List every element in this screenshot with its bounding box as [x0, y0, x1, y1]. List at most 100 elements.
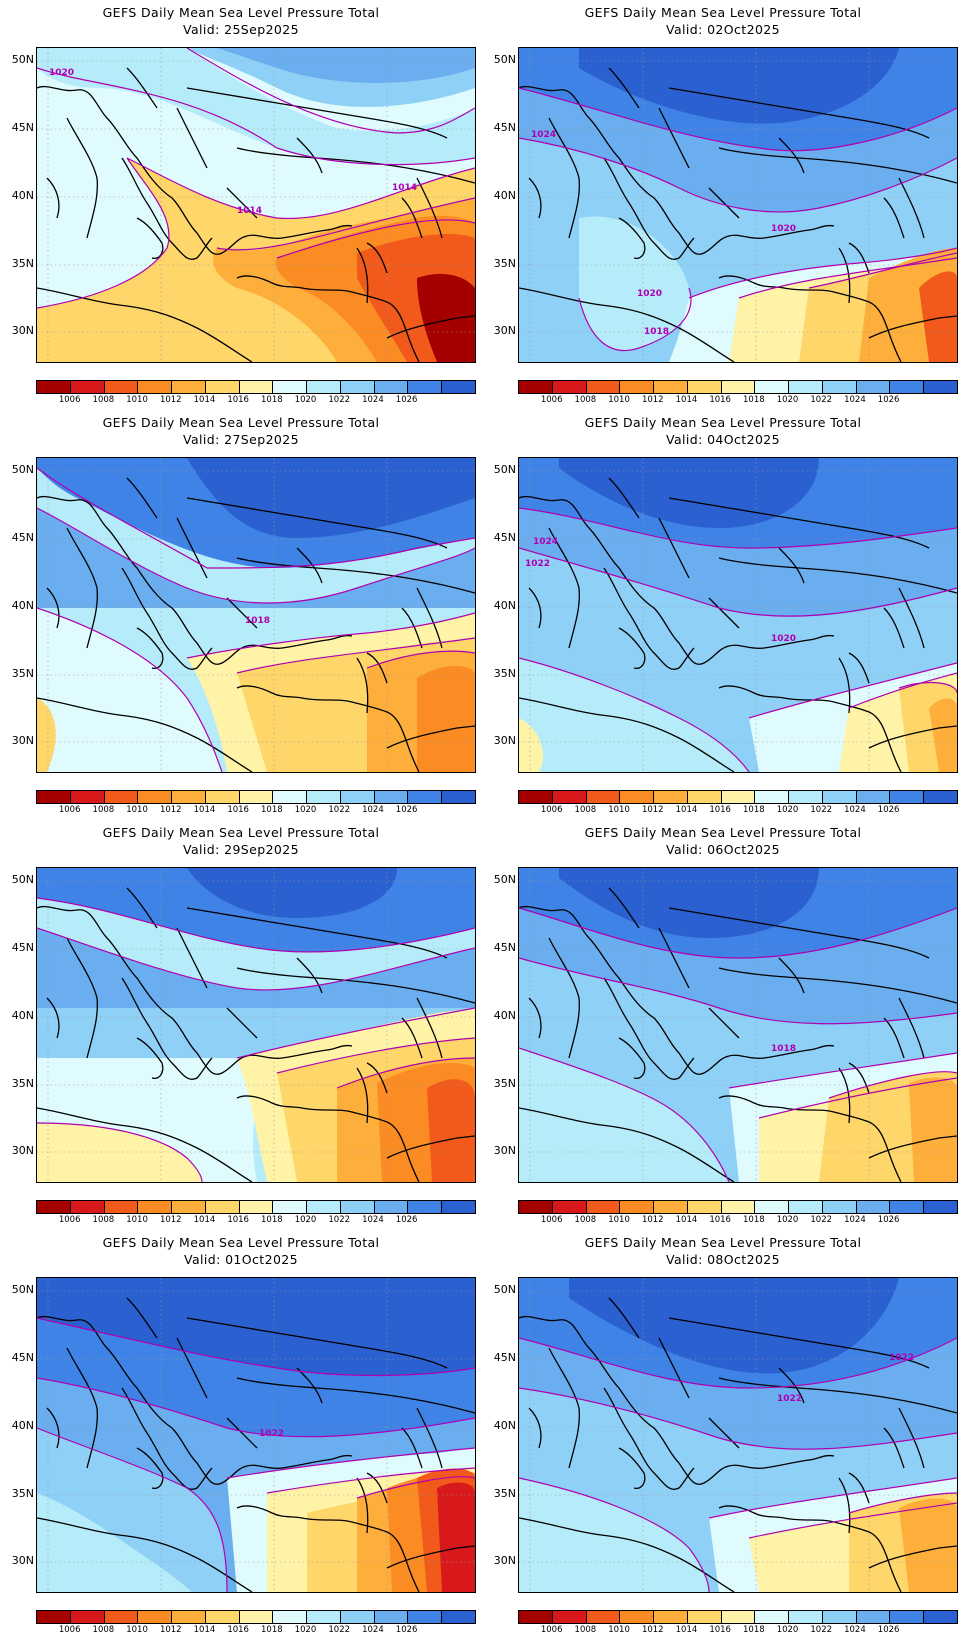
isobar-line [37, 897, 475, 953]
colorbar-label: 1022 [810, 805, 833, 815]
colorbar [518, 1610, 958, 1624]
colorbar-label: 1024 [362, 1625, 384, 1635]
colorbar-swatch [442, 1611, 475, 1623]
lat-tick-label: 30N [11, 1554, 34, 1567]
colorbar-swatch [374, 1201, 409, 1213]
colorbar-swatch [340, 1201, 375, 1213]
colorbar-label: 1016 [227, 395, 249, 405]
coastline [46, 177, 60, 219]
colorbar-swatch [374, 1611, 409, 1623]
lat-tick-label: 30N [11, 734, 34, 747]
colorbar-swatch [340, 381, 375, 393]
colorbar-swatch [442, 1201, 475, 1213]
colorbar-swatch [104, 381, 139, 393]
isobar-line [37, 1427, 228, 1592]
coastline [898, 1407, 925, 1469]
coastline [121, 567, 213, 670]
colorbar-label: 1016 [709, 805, 731, 815]
colorbar-swatch [138, 791, 173, 803]
colorbar-label: 1014 [675, 805, 698, 815]
colorbar-swatch [374, 791, 409, 803]
colorbar-swatch [519, 1201, 553, 1213]
lat-tick-label: 40N [11, 1419, 34, 1432]
colorbar-swatch [205, 791, 240, 803]
isobar-line [186, 48, 475, 134]
lat-tick-label: 35N [493, 1077, 516, 1090]
isobar-label: 1018 [771, 1044, 796, 1054]
coastline [121, 157, 213, 260]
colorbar-label: 1012 [159, 1625, 182, 1635]
colorbar-swatch [586, 1201, 621, 1213]
isobar-line [898, 682, 957, 694]
colorbar-swatch [239, 791, 274, 803]
isobar-line [37, 607, 223, 772]
coastline [618, 627, 646, 669]
pressure-fill-region [37, 1123, 202, 1182]
isobar-line [216, 197, 475, 251]
colorbar-swatch [721, 1611, 756, 1623]
colorbar-label: 1006 [540, 1625, 563, 1635]
coastline [528, 997, 542, 1039]
pressure-map [36, 867, 476, 1183]
coastline [226, 187, 258, 219]
colorbar-swatch [586, 1611, 621, 1623]
isobar-line [828, 1071, 957, 1099]
colorbar-label: 1016 [227, 1215, 249, 1225]
valid-date: Valid: 27Sep2025 [183, 432, 299, 447]
map-panel: GEFS Daily Mean Sea Level Pressure Total… [482, 410, 964, 820]
isobar-line [356, 1476, 475, 1499]
coastline [868, 725, 957, 749]
coastline [416, 1407, 443, 1469]
map-panel: GEFS Daily Mean Sea Level Pressure Total… [0, 0, 482, 410]
coastline [37, 1517, 253, 1592]
colorbar-swatch [755, 791, 790, 803]
pressure-fill-region [427, 1079, 475, 1182]
pressure-map: 1018 [518, 867, 958, 1183]
coastline [848, 1472, 870, 1504]
coastline [778, 1367, 805, 1404]
pressure-fill-region [37, 48, 475, 165]
colorbar-label: 1024 [844, 1625, 866, 1635]
coastline [186, 907, 448, 959]
coastline [121, 1387, 213, 1490]
colorbar-label: 1026 [877, 805, 900, 815]
pressure-map: 1022 1022 [518, 1277, 958, 1593]
colorbar-swatch [856, 1611, 891, 1623]
coastline [236, 1095, 420, 1182]
coastline [37, 697, 253, 772]
isobar-label: 1014 [392, 183, 417, 193]
coastline [848, 652, 870, 684]
colorbar-label: 1018 [743, 1625, 765, 1635]
colorbar-label: 1006 [540, 395, 563, 405]
colorbar-label: 1024 [362, 805, 384, 815]
lat-tick-label: 50N [11, 53, 34, 66]
coastline [246, 1454, 353, 1470]
colorbar-swatch [755, 1611, 790, 1623]
pressure-map: 1024 1020 1020 1018 [518, 47, 958, 363]
colorbar-swatch [721, 791, 756, 803]
colorbar-label: 1012 [159, 805, 182, 815]
coastline [356, 1477, 369, 1534]
coastline [386, 315, 475, 339]
colorbar-swatch [442, 791, 475, 803]
colorbar-label: 1026 [877, 1625, 900, 1635]
isobar-line [236, 1007, 475, 1059]
colorbar-label: 1020 [776, 1625, 799, 1635]
colorbar-swatch [620, 1611, 655, 1623]
colorbar-label: 1022 [328, 1215, 351, 1225]
isobar-line [519, 1047, 730, 1182]
coastline [386, 1545, 475, 1569]
colorbar-swatch [172, 381, 206, 393]
colorbar-label: 1022 [810, 1215, 833, 1225]
colorbar-swatch [239, 1611, 274, 1623]
coastline [66, 937, 98, 1059]
colorbar-label: 1008 [92, 1215, 115, 1225]
colorbar-label: 1016 [709, 1625, 731, 1635]
lat-tick-label: 30N [493, 1144, 516, 1157]
isobar-line [519, 957, 957, 1025]
valid-date: Valid: 08Oct2025 [665, 1252, 781, 1267]
map-title: GEFS Daily Mean Sea Level Pressure Total [102, 1235, 380, 1250]
coastline [176, 927, 208, 989]
coastline [356, 1067, 369, 1124]
coastline [136, 627, 164, 669]
